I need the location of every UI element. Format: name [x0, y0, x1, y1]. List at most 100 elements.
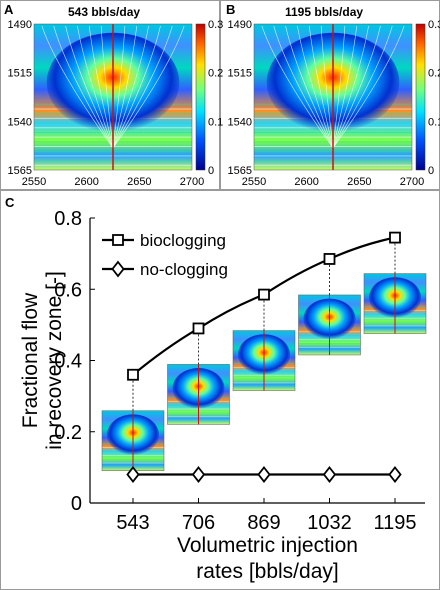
data-point-no-clogging: [257, 466, 271, 483]
panel-a-y-tick-label: 1565: [8, 165, 32, 177]
panel-a-x-tick-label: 2700: [180, 176, 204, 188]
inset-heatmap: [232, 330, 296, 391]
panel-b-field-streamline: [261, 25, 334, 149]
y-axis-label-line1: Fractional flow: [19, 292, 42, 428]
inset-heatmap-border: [298, 294, 361, 356]
panel-b-colorbar-tick-label: 0.3: [428, 19, 440, 31]
panel-a-field-streamline: [89, 25, 114, 149]
panel-b-field-streamline: [297, 25, 334, 149]
legend-marker-bioclogging: [112, 234, 124, 246]
data-point-bioclogging: [389, 231, 401, 244]
panel-b-letter: B: [226, 2, 236, 17]
panel-a-title: 543 bbls/day: [68, 5, 141, 19]
inset-heatmap: [363, 273, 427, 334]
panel-a-letter: A: [4, 2, 14, 17]
x-axis-label-line1: Volumetric injection: [177, 534, 358, 557]
data-point-no-clogging: [191, 466, 206, 483]
panel-a-field-streamline: [112, 25, 185, 149]
panel-a-y-tick-label: 1540: [8, 116, 32, 128]
panel-a-colorbar-tick-label: 0: [208, 165, 214, 177]
panel-b-field-streamline: [332, 25, 346, 149]
data-point-bioclogging: [258, 288, 270, 301]
panel-b-y-tick-label: 1515: [228, 68, 252, 80]
data-point-bioclogging: [192, 322, 205, 335]
panel-b-title: 1195 bbls/day: [285, 5, 364, 19]
fractional-flow-chart: 0 0.2 0.4 0.6 0.8 543 706 869 1032 1195 Fractional…: [19, 208, 427, 583]
panel-a-field-streamline: [112, 25, 161, 149]
inset-heatmap: [298, 294, 361, 356]
panel-b-x-tick-label: 2650: [347, 176, 371, 188]
y-axis-label-line2: in recovery zone [-]: [43, 271, 66, 450]
x-tick-label: 869: [247, 512, 280, 534]
panel-a-y-tick-label: 1515: [8, 68, 32, 80]
panel-a-x-tick-label: 2550: [22, 176, 46, 188]
panel-a-field-streamline: [112, 25, 173, 149]
panel-b-y-tick-label: 1565: [228, 165, 252, 177]
panel-b-x-tick-label: 2600: [294, 176, 318, 188]
y-tick-label: 0.8: [54, 208, 82, 230]
panel-a-x-tick-label: 2650: [127, 176, 151, 188]
panel-b-field-streamline: [320, 25, 334, 149]
panel-b-colorbar-tick-label: 0.2: [428, 68, 440, 80]
panel-a-x-tick-label: 2600: [74, 176, 98, 188]
panel-b-field-streamline: [309, 25, 334, 149]
panel-b-colorbar-tick-label: 0: [428, 165, 434, 177]
panel-a-field-streamline: [65, 25, 114, 149]
panel-b-x-tick-label: 2700: [400, 176, 424, 188]
panel-a-field-streamline: [112, 25, 137, 149]
panel-a-field-streamline: [100, 25, 114, 149]
data-point-no-clogging: [126, 466, 140, 483]
data-point-bioclogging: [323, 253, 336, 265]
x-tick-label: 706: [182, 512, 215, 534]
panel-a-field-streamline: [77, 25, 114, 149]
panel-a-field-streamline: [53, 25, 114, 149]
panel-b-x-tick-label: 2550: [242, 176, 266, 188]
panel-b-y-tick-label: 1540: [228, 116, 252, 128]
y-tick-label: 0.2: [54, 422, 82, 444]
panel-b-field-streamline: [332, 25, 357, 149]
panel-a-field-streamline: [112, 25, 126, 149]
panel-b-field-streamline: [273, 25, 334, 149]
panel-b-field-streamline: [332, 25, 393, 149]
panel-a-field-border: [33, 23, 193, 171]
panel-a-y-tick-label: 1490: [8, 19, 32, 31]
panel-a-field-streamline: [41, 25, 114, 149]
inset-heatmap: [167, 364, 230, 425]
inset-heatmap-border: [167, 364, 230, 425]
panel-a-field-streamline: [112, 25, 149, 149]
inset-heatmap-border: [232, 330, 296, 391]
panel-b-colorbar: [415, 23, 426, 171]
panel-a-colorbar-tick-label: 0.3: [208, 19, 223, 31]
panel-b-field-streamline: [285, 25, 334, 149]
inset-heatmap-border: [363, 273, 427, 334]
panel-a-colorbar-tick-label: 0.2: [208, 68, 223, 80]
legend-label-bioclogging: bioclogging: [140, 231, 226, 250]
panel-a-field: [33, 23, 193, 171]
y-tick-label: 0.4: [54, 351, 82, 373]
x-tick-label: 543: [116, 512, 149, 534]
panel-b-field: [253, 23, 413, 171]
panel-b-colorbar-tick-label: 0.1: [428, 116, 440, 128]
x-tick-label: 1195: [373, 512, 416, 534]
y-tick-label: 0.6: [54, 279, 82, 301]
panel-a-colorbar-tick-label: 0.1: [208, 116, 223, 128]
panel-a: [0, 0, 220, 190]
legend-label-no-clogging: no-clogging: [140, 260, 228, 279]
x-tick-label: 1032: [307, 512, 352, 534]
panel-b-field-streamline: [332, 25, 369, 149]
data-point-no-clogging: [388, 466, 402, 483]
y-tick-label: 0: [71, 493, 82, 515]
x-axis-label-line2: rates [bbls/day]: [196, 560, 338, 583]
panel-b-field-streamline: [332, 25, 405, 149]
inset-heatmap: [101, 410, 165, 471]
data-point-bioclogging: [127, 368, 139, 381]
panel-b-field-streamline: [332, 25, 381, 149]
panel-b-y-tick-label: 1490: [228, 19, 252, 31]
data-point-no-clogging: [322, 466, 337, 483]
panel-c-letter: C: [5, 195, 15, 210]
panel-a-colorbar: [195, 23, 206, 171]
panel-b-field-border: [253, 23, 413, 171]
